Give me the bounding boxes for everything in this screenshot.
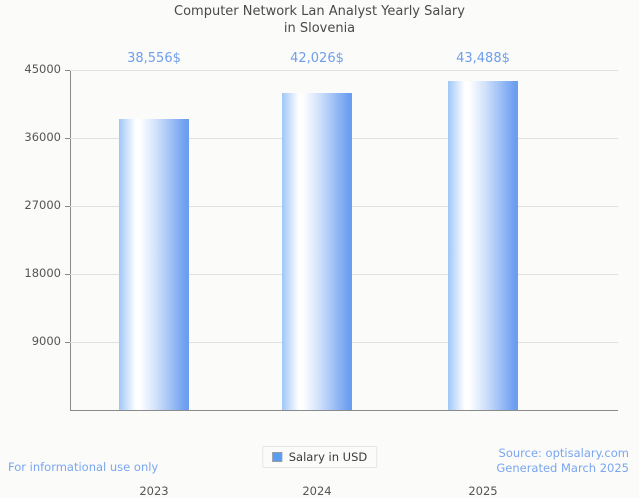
footer-generated: Generated March 2025: [496, 461, 629, 475]
bar-value-2023: 38,556$: [127, 51, 181, 66]
ytick-label-18000: 18000: [24, 266, 61, 280]
ytick-label-45000: 45000: [24, 62, 61, 76]
chart-title-line-1: Computer Network Lan Analyst Yearly Sala…: [174, 4, 465, 19]
ytick-mark-45000: [65, 70, 70, 71]
gridline-45000: [70, 70, 618, 71]
x-axis-line: [70, 410, 618, 411]
ytick-label-36000: 36000: [24, 130, 61, 144]
ytick-label-27000: 27000: [24, 198, 61, 212]
xtick-label-2023: 2023: [139, 484, 169, 498]
bar-2024[interactable]: [282, 92, 352, 410]
chart-title: Computer Network Lan Analyst Yearly Sala…: [0, 4, 639, 37]
ytick-mark-18000: [65, 274, 70, 275]
footer-source: Source: optisalary.com: [498, 446, 629, 460]
chart-title-line-2: in Slovenia: [283, 20, 356, 36]
ytick-label-9000: 9000: [31, 334, 61, 348]
bar-2025[interactable]: [448, 81, 518, 410]
plot-area: 45000 36000 27000 18000 9000 38,556$ 42,…: [24, 52, 618, 498]
footer-disclaimer: For informational use only: [8, 460, 159, 474]
xtick-label-2024: 2024: [302, 484, 332, 498]
footer-source-block: Source: optisalary.com Generated March 2…: [496, 446, 629, 476]
y-axis-line: [70, 70, 71, 411]
bar-2023[interactable]: [119, 118, 189, 410]
ytick-mark-27000: [65, 206, 70, 207]
ytick-mark-9000: [65, 342, 70, 343]
chart-legend[interactable]: Salary in USD: [261, 446, 378, 468]
legend-label-salary: Salary in USD: [288, 450, 368, 464]
bar-value-2025: 43,488$: [456, 51, 510, 66]
bar-value-2024: 42,026$: [290, 51, 344, 66]
legend-swatch-salary: [271, 452, 282, 462]
xtick-label-2025: 2025: [468, 484, 498, 498]
ytick-mark-36000: [65, 138, 70, 139]
